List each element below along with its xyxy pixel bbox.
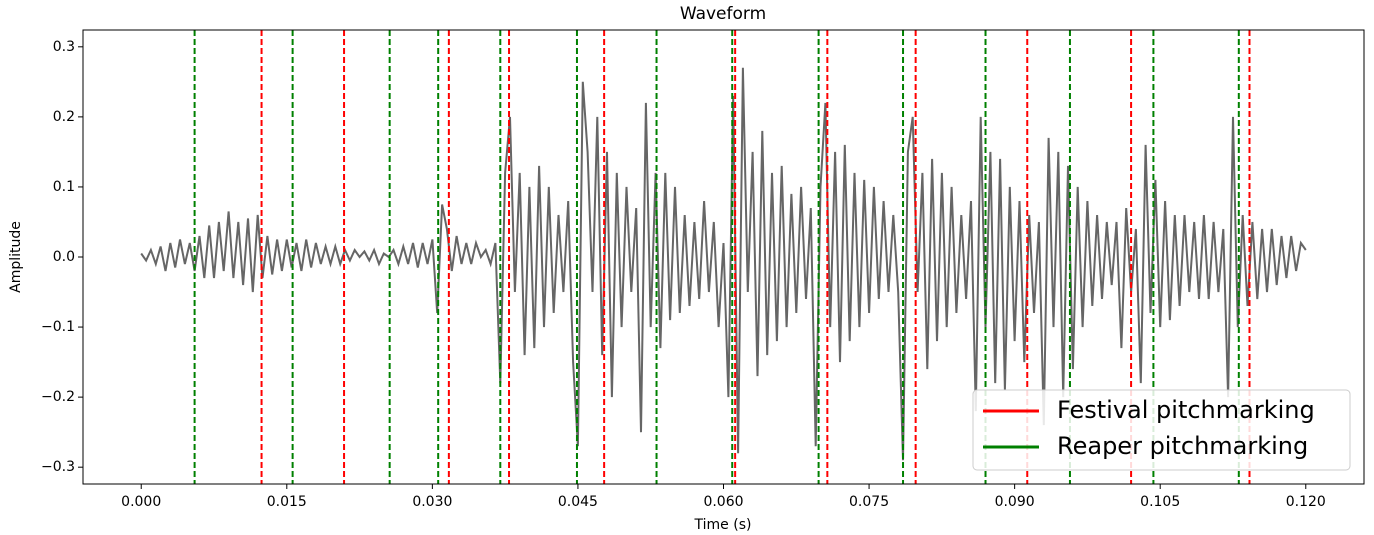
legend-label: Festival pitchmarking — [1057, 396, 1315, 424]
x-tick-label: 0.060 — [703, 494, 743, 510]
x-tick-label: 0.120 — [1286, 494, 1326, 510]
y-tick-label: 0.0 — [53, 249, 75, 265]
waveform-line — [140, 67, 1307, 461]
x-tick-label: 0.075 — [849, 494, 889, 510]
x-tick-label: 0.015 — [267, 494, 307, 510]
legend-box — [972, 389, 1351, 471]
x-tick-label: 0.090 — [995, 494, 1035, 510]
x-tick-label: 0.030 — [412, 494, 452, 510]
y-tick-label: 0.2 — [53, 109, 75, 125]
x-tick-label: 0.105 — [1140, 494, 1180, 510]
y-tick-label: −0.1 — [41, 319, 75, 335]
x-tick-label: 0.000 — [121, 494, 161, 510]
chart-title: Waveform — [680, 4, 766, 24]
x-axis-label: Time (s) — [694, 517, 752, 533]
y-tick-label: 0.3 — [53, 39, 75, 55]
y-tick-label: −0.2 — [41, 389, 75, 405]
legend-label: Reaper pitchmarking — [1057, 432, 1308, 460]
x-tick-label: 0.045 — [558, 494, 598, 510]
y-axis-label: Amplitude — [8, 221, 24, 293]
y-tick-label: 0.1 — [53, 179, 75, 195]
y-tick-label: −0.3 — [41, 459, 75, 475]
